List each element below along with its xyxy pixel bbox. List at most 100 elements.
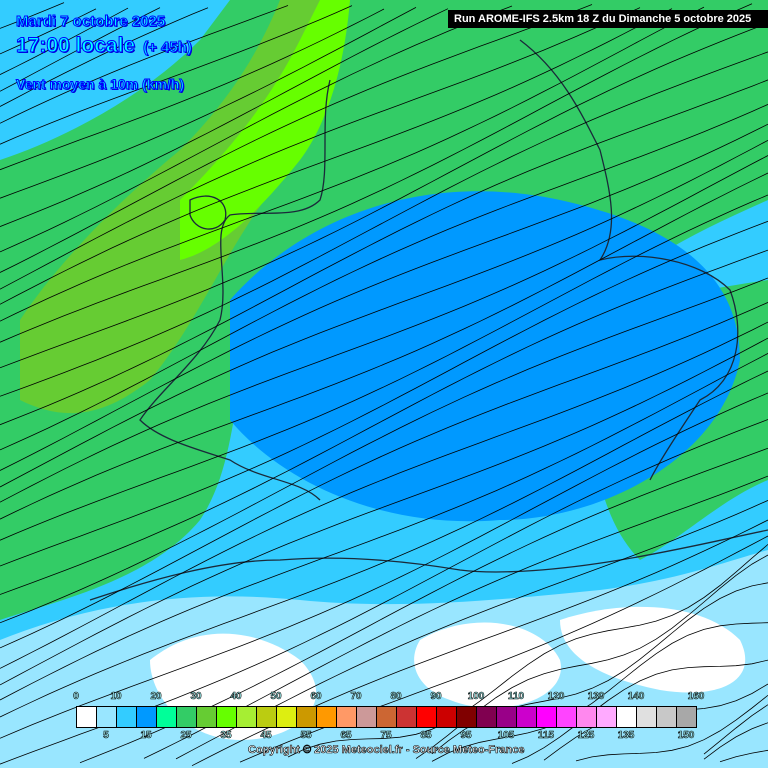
legend-swatch bbox=[217, 707, 237, 727]
legend-swatch bbox=[117, 707, 137, 727]
streamline bbox=[0, 7, 417, 199]
legend-swatch bbox=[197, 707, 217, 727]
streamline bbox=[511, 659, 768, 764]
streamline bbox=[0, 6, 705, 322]
streamline bbox=[0, 2, 65, 29]
legend-swatch bbox=[177, 707, 197, 727]
legend-swatch bbox=[337, 707, 357, 727]
streamline bbox=[431, 622, 768, 762]
legend-label-top: 60 bbox=[310, 691, 322, 703]
legend-label-top: 120 bbox=[547, 691, 565, 703]
legend-swatch bbox=[137, 707, 157, 727]
legend-swatch bbox=[257, 707, 277, 727]
legend-swatch bbox=[677, 707, 696, 727]
legend-label-top: 50 bbox=[270, 691, 282, 703]
legend-swatch bbox=[237, 707, 257, 727]
streamline bbox=[0, 5, 289, 124]
forecast-time: 17:00 locale (+ 45h) bbox=[15, 34, 193, 58]
legend-swatch bbox=[277, 707, 297, 727]
legend-label-bottom: 65 bbox=[340, 730, 352, 742]
legend-label-top: 20 bbox=[150, 691, 162, 703]
legend-swatch bbox=[397, 707, 417, 727]
legend-label-bottom: 25 bbox=[180, 730, 192, 742]
streamline bbox=[0, 194, 768, 541]
streamline bbox=[0, 220, 768, 567]
streamline bbox=[0, 172, 768, 520]
legend-swatch bbox=[577, 707, 597, 727]
streamline bbox=[0, 392, 768, 739]
coastline bbox=[89, 529, 768, 601]
streamline bbox=[703, 704, 768, 755]
legend-label-top: 30 bbox=[190, 691, 202, 703]
legend-swatch bbox=[597, 707, 617, 727]
legend-swatch bbox=[617, 707, 637, 727]
legend-label-bottom: 15 bbox=[140, 730, 152, 742]
streamline bbox=[0, 5, 513, 253]
legend-label-bottom: 75 bbox=[380, 730, 392, 742]
streamline bbox=[287, 544, 768, 758]
legend-label-bottom: 85 bbox=[420, 730, 432, 742]
legend-label-top: 100 bbox=[467, 691, 485, 703]
streamline bbox=[0, 337, 768, 686]
legend-label-bottom: 5 bbox=[103, 730, 109, 742]
streamline bbox=[0, 3, 753, 343]
field-calm-3 bbox=[560, 606, 746, 693]
legend-label-top: 160 bbox=[687, 691, 705, 703]
legend-swatch bbox=[317, 707, 337, 727]
streamline bbox=[0, 7, 129, 75]
streamline bbox=[0, 8, 449, 227]
legend-label-top: 0 bbox=[73, 691, 79, 703]
legend-swatch bbox=[97, 707, 117, 727]
streamline bbox=[0, 51, 768, 397]
streamline bbox=[0, 4, 593, 273]
legend-swatch bbox=[637, 707, 657, 727]
legend-label-bottom: 125 bbox=[577, 730, 595, 742]
forecast-hour: 17:00 locale bbox=[15, 34, 136, 58]
run-label: Run AROME-IFS 2.5km 18 Z du Dimanche 5 o… bbox=[448, 10, 768, 28]
streamline bbox=[0, 302, 768, 649]
legend-label-bottom: 115 bbox=[537, 730, 555, 742]
streamline bbox=[0, 277, 768, 624]
legend-label-top: 80 bbox=[390, 691, 402, 703]
legend-label-top: 10 bbox=[110, 691, 122, 703]
legend-label-top: 40 bbox=[230, 691, 242, 703]
streamline bbox=[0, 123, 768, 471]
legend-swatch bbox=[437, 707, 457, 727]
streamline bbox=[0, 321, 768, 669]
streamline bbox=[0, 7, 209, 107]
legend-swatch bbox=[377, 707, 397, 727]
legend-swatch bbox=[297, 707, 317, 727]
streamline bbox=[0, 8, 385, 171]
field-calm-2 bbox=[414, 622, 561, 708]
streamline bbox=[719, 749, 768, 763]
coastlines bbox=[89, 39, 768, 601]
forecast-date: Mardi 7 octobre 2025 bbox=[15, 13, 166, 31]
legend-label-bottom: 105 bbox=[497, 730, 515, 742]
legend-swatch bbox=[357, 707, 377, 727]
legend-swatch bbox=[477, 707, 497, 727]
legend-swatch bbox=[517, 707, 537, 727]
legend-swatch bbox=[417, 707, 437, 727]
legend-label-bottom: 45 bbox=[260, 730, 272, 742]
streamline bbox=[575, 694, 768, 762]
streamline bbox=[0, 139, 768, 488]
coastline bbox=[189, 195, 227, 230]
streamline bbox=[0, 353, 768, 701]
color-legend bbox=[76, 706, 697, 728]
coastline bbox=[139, 79, 331, 501]
legend-label-bottom: 35 bbox=[220, 730, 232, 742]
lead-time: (+ 45h) bbox=[143, 39, 193, 57]
streamline bbox=[0, 8, 97, 55]
variable-title: Vent moyen à 10m (km/h) bbox=[15, 76, 185, 93]
legend-label-top: 90 bbox=[430, 691, 442, 703]
legend-label-bottom: 135 bbox=[617, 730, 635, 742]
legend-label-top: 70 bbox=[350, 691, 362, 703]
streamline bbox=[0, 249, 768, 595]
streamline bbox=[0, 7, 161, 92]
streamline bbox=[0, 5, 353, 145]
streamline bbox=[0, 370, 768, 718]
streamline bbox=[0, 104, 768, 451]
legend-label-bottom: 150 bbox=[677, 730, 695, 742]
